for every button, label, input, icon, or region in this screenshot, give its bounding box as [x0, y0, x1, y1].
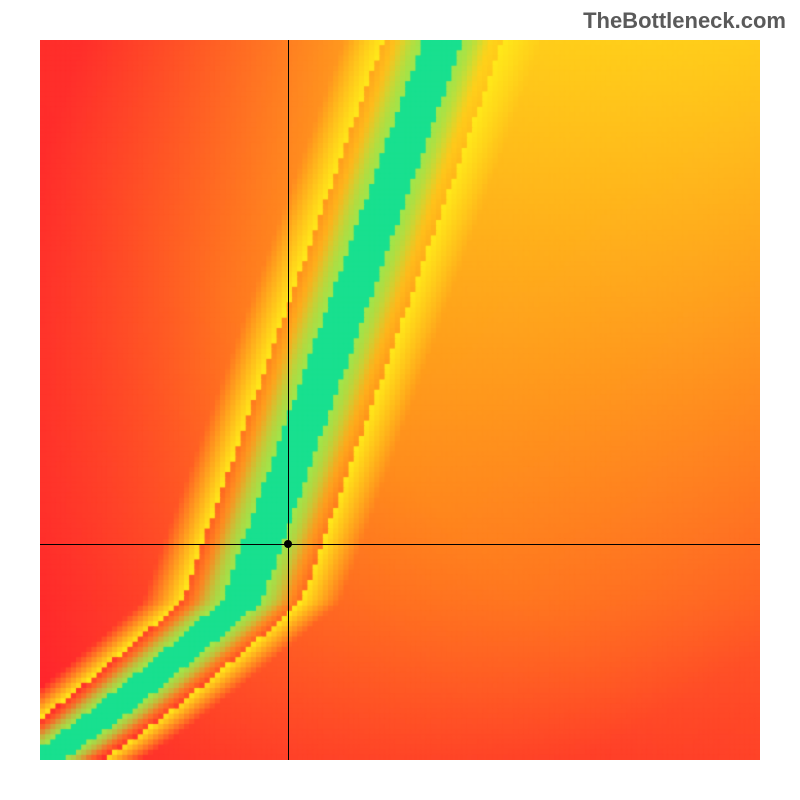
chart-container: TheBottleneck.com: [0, 0, 800, 800]
crosshair-horizontal: [40, 544, 760, 545]
crosshair-marker: [284, 540, 292, 548]
crosshair-vertical: [288, 40, 289, 760]
heatmap-canvas: [40, 40, 760, 760]
plot-frame: [40, 40, 760, 760]
watermark-text: TheBottleneck.com: [583, 8, 786, 34]
